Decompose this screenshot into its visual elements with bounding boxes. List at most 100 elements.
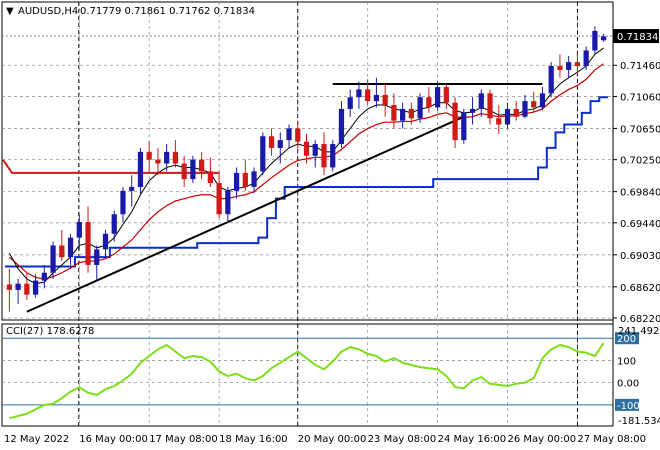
candle-body [164,151,170,164]
candle-body [59,245,65,258]
candle-body [601,36,607,41]
price-tick-label: 0.71060 [620,92,660,103]
price-tick-label: 0.69840 [620,188,660,199]
cci-line [9,342,605,420]
blue-support-line [5,96,608,268]
candle-body [338,108,345,145]
candle-body [434,87,441,108]
price-axis: 0.71460 0.71060 0.70650 0.70250 0.69840 0.694… [4,2,660,445]
cci-header: CCI(27) 178.6278 [6,326,94,337]
candle-body [443,87,449,103]
time-tick-label: 27 May 08:00 [577,434,646,445]
grid-lines [1,1,614,427]
indicator-overlays [2,35,613,313]
candle-body [478,93,484,109]
candle-body [531,101,537,108]
price-tick-label: 0.69030 [620,251,660,262]
slow-ema-line [8,63,604,280]
candle-body [469,108,476,113]
candle-body [32,280,39,295]
candle-body [225,190,231,215]
time-tick-label: 17 May 08:00 [149,434,218,445]
candle-body [557,66,563,70]
candle-body [417,97,423,119]
cci-level-label: 0.00 [617,379,639,390]
candle-body [583,50,589,67]
candle-body [522,101,528,117]
last-price-label: 0.71834 [617,32,658,43]
candle-body [496,118,502,125]
candle-body [373,94,380,102]
cci-max-label: 241.4928 [618,326,660,337]
candle-body [312,144,318,156]
candle-body [102,233,109,250]
cci-panel: 200 100 0.00 -100 241.4928 -181.5345 [2,326,660,427]
price-tick-label: 0.70650 [620,124,660,135]
candle-body [155,159,161,164]
candle-body [181,163,187,180]
ohlc-label: 0.71779 0.71861 0.71762 0.71834 [80,6,255,17]
candle-body [251,171,257,187]
candle-body [15,283,21,290]
candle-body [172,151,179,164]
candle-body [146,151,152,160]
cci-panel-frame [1,323,614,427]
symbol-label: AUDUSD,H4 [18,6,78,17]
time-tick-label: 18 May 16:00 [219,434,288,445]
time-tick-label: 26 May 00:00 [508,434,577,445]
candle-body [321,144,327,168]
price-tick-label: 0.68620 [620,283,660,294]
candle-body [548,66,554,94]
candle-body [260,136,266,172]
candle-body [137,151,144,187]
candle-body [452,102,458,141]
candle-body [85,222,91,265]
candle-body [382,94,388,106]
candle-body [94,249,100,265]
ascending-trendline [26,115,465,313]
candle-body [120,190,126,215]
candle-body [408,108,414,119]
cci-level-label: -100 [617,401,640,412]
candle-body [190,159,196,180]
cci-level-label: 200 [617,334,636,345]
chart-header-arrow: ▼ [6,6,14,17]
cci-level-label: 100 [617,356,636,367]
candle-body [50,245,56,273]
candle-body [487,93,493,119]
candles-group [6,26,607,312]
candle-body [461,112,467,141]
candle-body [277,140,283,148]
time-tick-label: 23 May 08:00 [368,434,437,445]
candle-body [504,108,511,125]
candle-body [295,128,301,142]
candle-body [574,62,581,67]
candle-body [111,214,117,234]
candle-body [242,172,248,187]
candle-body [268,136,275,148]
last-price-box [613,29,659,44]
candle-body [41,272,47,281]
candle-body [286,128,292,141]
time-tick-label: 20 May 00:00 [298,434,367,445]
candle-body [347,97,353,109]
candle-body [356,89,362,98]
cci-min-label: -181.5345 [618,416,660,427]
candle-body [216,183,222,215]
price-tick-label: 0.70250 [620,156,660,167]
candle-body [539,93,546,108]
red-resistance-line [2,159,220,174]
cci-level-box [615,398,639,411]
time-tick-label: 16 May 00:00 [79,434,148,445]
candle-body [76,222,82,238]
time-tick-label: 24 May 16:00 [438,434,507,445]
price-panel-frame [1,1,614,321]
candle-body [330,144,336,168]
price-tick-label: 0.71460 [620,61,660,72]
candle-body [400,108,406,121]
candle-body [129,186,135,191]
candle-body [391,105,397,121]
candle-body [513,108,519,117]
candle-body [67,237,74,258]
